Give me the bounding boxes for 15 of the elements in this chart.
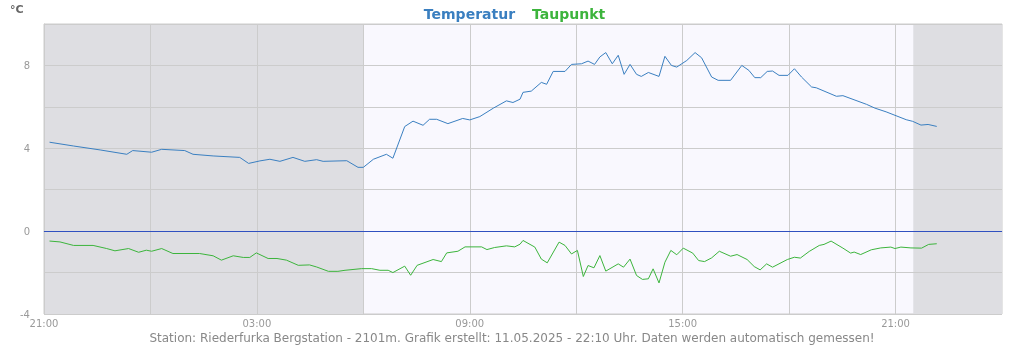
- y-tick-label: 0: [23, 225, 30, 237]
- y-tick-label: -4: [20, 308, 30, 320]
- x-tick-label: 15:00: [668, 317, 698, 329]
- text: Temperatur: [423, 6, 516, 22]
- text: Taupunkt: [532, 6, 606, 22]
- x-tick-label: 21:00: [881, 317, 910, 329]
- text: Station: Riederfurka Bergstation - 2101m. Grafik erstellt: 11.05.2025 - 22:10 Uhr. Daten werden automatisch gemessen!: [149, 331, 875, 345]
- y-tick-label: 8: [23, 59, 30, 71]
- y-axis-title: °C: [10, 3, 24, 16]
- line-series: [49, 239, 937, 284]
- x-tick-label: 09:00: [455, 317, 485, 329]
- line-series: [49, 52, 937, 168]
- x-tick-label: 21:00: [29, 317, 59, 329]
- y-tick-label: 4: [23, 142, 30, 154]
- x-tick-label: 03:00: [242, 317, 272, 329]
